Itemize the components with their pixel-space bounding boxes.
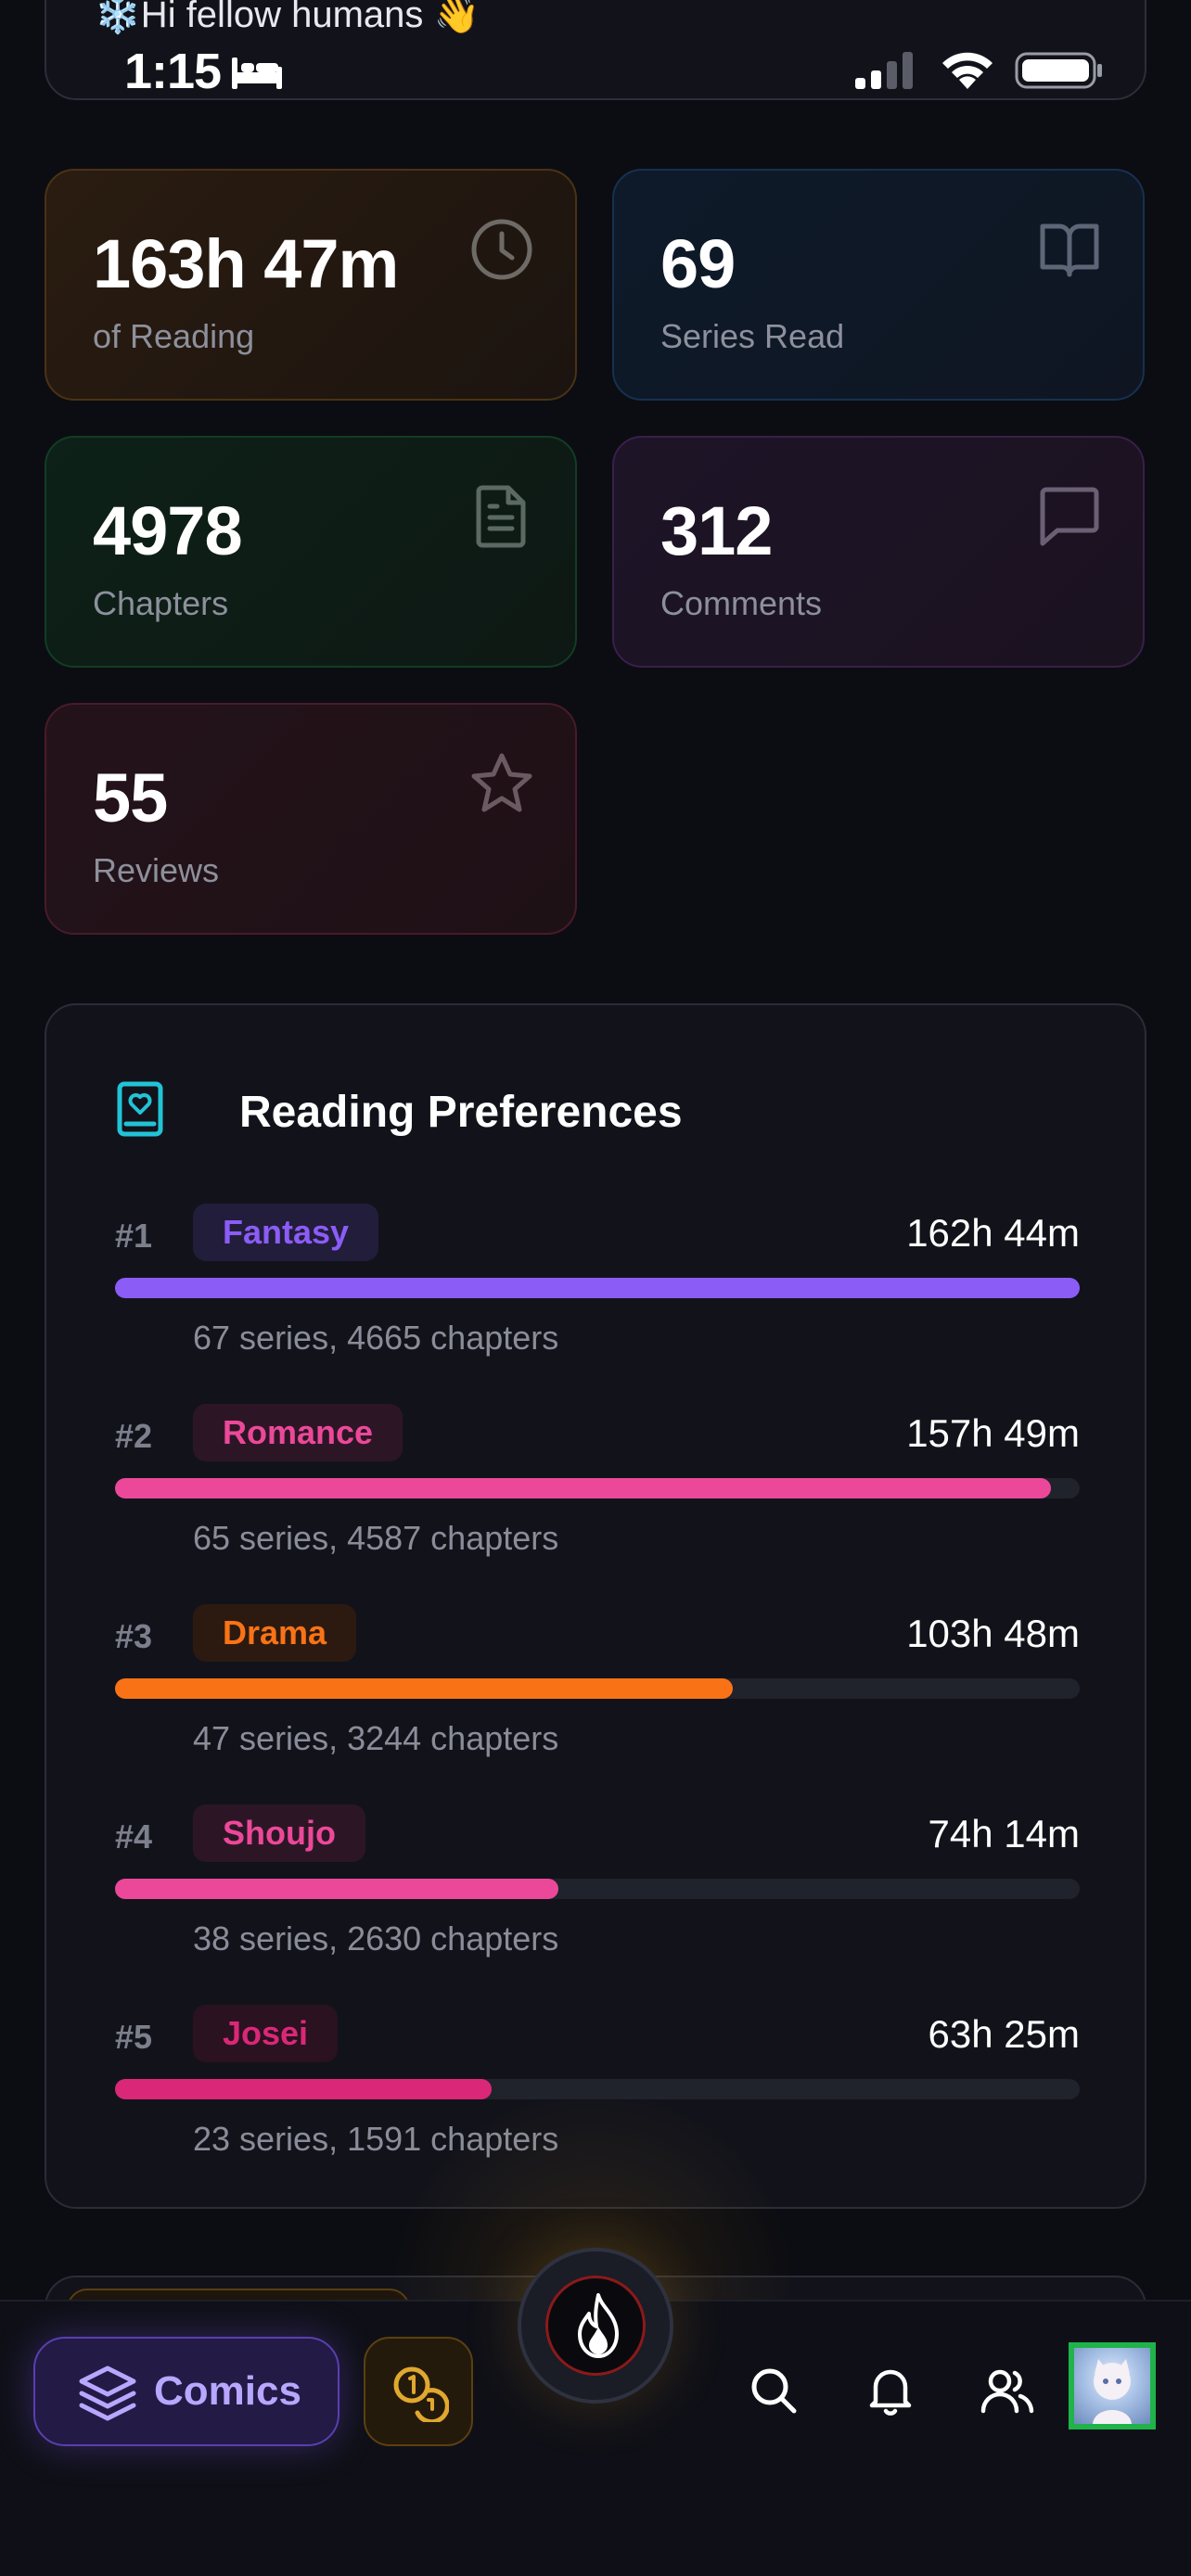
fire-icon: [578, 2293, 619, 2358]
genre-progress-track: [115, 1678, 1080, 1699]
genre-progress-track: [115, 1879, 1080, 1899]
genre-progress-track: [115, 1278, 1080, 1298]
bed-icon: [232, 57, 282, 89]
stat-card-reviews[interactable]: 55 Reviews: [45, 703, 577, 935]
genre-rank: #4: [115, 1817, 153, 1855]
genre-meta: 65 series, 4587 chapters: [193, 1519, 559, 1557]
stat-value: 163h 47m: [93, 225, 399, 302]
genre-meta: 67 series, 4665 chapters: [193, 1319, 559, 1357]
genre-row[interactable]: #5 Josei 63h 25m 23 series, 1591 chapters: [115, 2005, 1080, 2181]
preferences-title: Reading Preferences: [239, 1088, 683, 1137]
search-icon[interactable]: [744, 2361, 803, 2420]
genre-rank: #5: [115, 2018, 153, 2056]
genre-progress-fill: [115, 1678, 733, 1699]
comment-icon: [1040, 487, 1099, 546]
document-icon: [476, 485, 526, 548]
fire-button-inner: [545, 2276, 646, 2376]
coins-icon: [393, 2366, 449, 2422]
genre-row[interactable]: #4 Shoujo 74h 14m 38 series, 2630 chapters: [115, 1804, 1080, 1981]
stat-card-series-read[interactable]: 69 Series Read: [612, 169, 1145, 401]
genre-progress-fill: [115, 1879, 558, 1899]
stat-label: of Reading: [93, 317, 255, 355]
stat-card-reading-time[interactable]: 163h 47m of Reading: [45, 169, 577, 401]
layers-icon: [79, 2366, 136, 2421]
genre-tag[interactable]: Shoujo: [193, 1804, 365, 1862]
genre-row[interactable]: #1 Fantasy 162h 44m 67 series, 4665 chapter…: [115, 1204, 1080, 1380]
genre-rank: #3: [115, 1617, 153, 1655]
genre-rank: #1: [115, 1217, 153, 1255]
genre-meta: 23 series, 1591 chapters: [193, 2120, 559, 2158]
genre-progress-track: [115, 1478, 1080, 1498]
book-open-icon: [1040, 223, 1099, 277]
genre-meta: 38 series, 2630 chapters: [193, 1919, 559, 1958]
stat-value: 69: [660, 225, 736, 302]
clock-icon: [471, 219, 532, 280]
genre-row[interactable]: #3 Drama 103h 48m 47 series, 3244 chapters: [115, 1604, 1080, 1780]
stat-value: 4978: [93, 492, 243, 569]
book-heart-icon: [117, 1081, 163, 1137]
genre-tag[interactable]: Fantasy: [193, 1204, 379, 1261]
greeting-card: ❄️Hi fellow humans 👋: [45, 0, 1146, 100]
genre-progress-fill: [115, 1278, 1080, 1298]
reading-preferences-panel: Reading Preferences #1 Fantasy 162h 44m 67 …: [45, 1003, 1146, 2209]
genre-reading-time: 162h 44m: [906, 1211, 1080, 1255]
bell-icon[interactable]: [861, 2361, 920, 2420]
stat-label: Chapters: [93, 584, 229, 622]
genre-rank: #2: [115, 1417, 153, 1455]
users-icon[interactable]: [978, 2361, 1037, 2420]
genre-progress-fill: [115, 2079, 492, 2099]
stat-card-comments[interactable]: 312 Comments: [612, 436, 1145, 668]
status-time: 1:15: [124, 44, 222, 99]
avatar[interactable]: [1069, 2342, 1156, 2429]
greeting-text: ❄️Hi fellow humans 👋: [95, 0, 480, 35]
comics-label: Comics: [154, 2368, 301, 2414]
genre-progress-fill: [115, 1478, 1051, 1498]
stat-card-chapters[interactable]: 4978 Chapters: [45, 436, 577, 668]
wifi-icon: [942, 52, 992, 89]
genre-progress-track: [115, 2079, 1080, 2099]
status-bar: 1:15: [0, 37, 1191, 111]
genre-meta: 47 series, 3244 chapters: [193, 1719, 559, 1757]
comics-button[interactable]: Comics: [33, 2337, 339, 2446]
star-icon: [471, 753, 532, 812]
genre-reading-time: 74h 14m: [928, 1812, 1080, 1855]
genre-reading-time: 157h 49m: [906, 1411, 1080, 1455]
genre-row[interactable]: #2 Romance 157h 49m 65 series, 4587 chapter…: [115, 1404, 1080, 1580]
stat-label: Reviews: [93, 851, 220, 889]
avatar-image: [1093, 2359, 1132, 2424]
genre-reading-time: 103h 48m: [906, 1612, 1080, 1655]
genre-tag[interactable]: Drama: [193, 1604, 357, 1662]
coins-button[interactable]: [364, 2337, 473, 2446]
stat-value: 55: [93, 759, 168, 836]
genre-tag[interactable]: Josei: [193, 2005, 339, 2062]
stat-label: Series Read: [660, 317, 845, 355]
stat-value: 312: [660, 492, 773, 569]
fire-button[interactable]: [518, 2248, 673, 2404]
genre-reading-time: 63h 25m: [928, 2012, 1080, 2056]
battery-icon: [1015, 52, 1102, 89]
genre-tag[interactable]: Romance: [193, 1404, 403, 1461]
stat-label: Comments: [660, 584, 823, 622]
signal-icon: [855, 52, 913, 89]
